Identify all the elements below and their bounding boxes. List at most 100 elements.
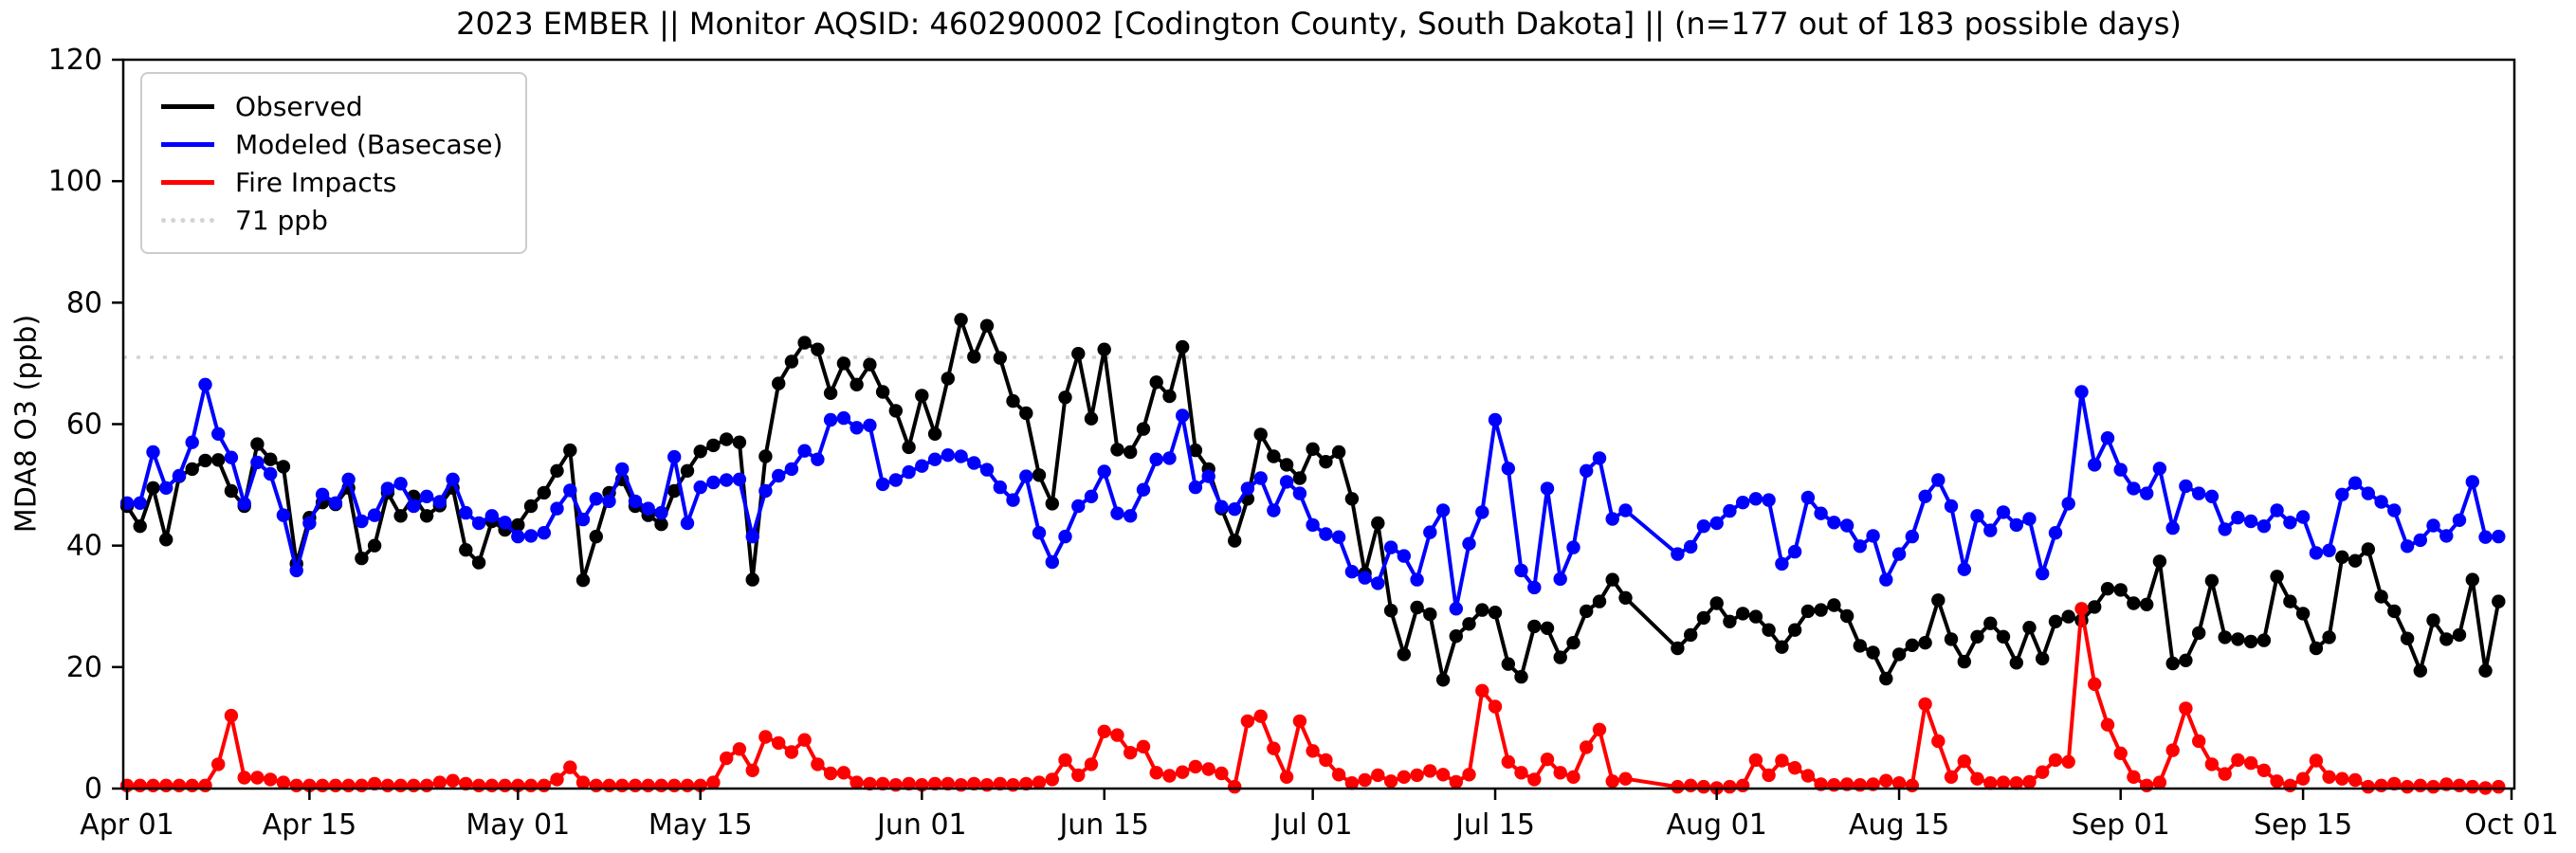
modeled-marker <box>1162 451 1177 465</box>
fire-marker <box>2374 778 2388 792</box>
modeled-marker <box>276 508 291 522</box>
observed-marker <box>1775 640 1789 654</box>
observed-marker <box>1110 443 1124 457</box>
fire-marker <box>2361 779 2375 794</box>
modeled-marker <box>2152 462 2167 476</box>
fire-marker <box>641 778 655 792</box>
modeled-marker <box>1762 493 1776 507</box>
fire-marker <box>902 776 916 791</box>
modeled-marker <box>1970 509 1984 523</box>
observed-marker <box>523 499 539 514</box>
observed-marker <box>680 463 695 478</box>
observed-marker <box>1124 445 1138 460</box>
modeled-marker <box>1240 481 1255 496</box>
modeled-marker <box>1136 482 1151 497</box>
observed-marker <box>758 449 773 463</box>
modeled-marker <box>1996 505 2011 519</box>
modeled-marker <box>484 509 499 523</box>
modeled-marker <box>811 452 825 466</box>
modeled-marker <box>367 508 382 522</box>
observed-marker <box>745 572 759 587</box>
fire-marker <box>2400 779 2415 794</box>
observed-marker <box>2192 626 2206 641</box>
observed-marker <box>1983 616 1998 630</box>
fire-marker <box>2295 771 2311 786</box>
observed-marker <box>2100 582 2115 596</box>
observed-marker <box>1879 671 1893 686</box>
fire-marker <box>459 776 473 791</box>
observed-marker <box>915 389 929 403</box>
modeled-marker <box>1032 526 1047 540</box>
fire-marker <box>1228 779 1242 794</box>
modeled-marker <box>2074 385 2089 399</box>
observed-marker <box>2088 600 2102 614</box>
fire-marker <box>1306 744 1320 758</box>
modeled-marker <box>823 412 838 427</box>
observed-marker <box>654 517 668 532</box>
modeled-marker <box>1475 505 1489 519</box>
fire-marker <box>1344 776 1360 790</box>
legend-item-fire: Fire Impacts <box>161 163 506 201</box>
modeled-marker <box>133 496 147 510</box>
modeled-marker <box>641 501 655 516</box>
fire-marker <box>2048 753 2063 768</box>
fire-marker <box>1410 768 1424 783</box>
fire-marker <box>927 776 942 791</box>
modeled-marker <box>2036 566 2050 581</box>
fire-marker <box>315 778 330 792</box>
observed-marker <box>1019 406 1033 421</box>
modeled-marker <box>1110 506 1124 520</box>
observed-marker <box>185 462 199 477</box>
fire-marker <box>1944 770 1959 784</box>
observed-marker <box>2400 631 2415 645</box>
modeled-marker <box>1736 496 1750 510</box>
fire-marker <box>2283 778 2297 792</box>
modeled-marker <box>407 499 421 514</box>
modeled-marker <box>1983 523 1998 537</box>
observed-marker <box>693 445 707 459</box>
fire-marker <box>1488 699 1503 714</box>
modeled-marker <box>745 529 759 544</box>
observed-marker <box>1306 442 1320 456</box>
observed-marker <box>589 529 603 544</box>
modeled-marker <box>1383 540 1398 554</box>
fire-marker <box>1188 759 1203 774</box>
observed-marker <box>2152 554 2167 569</box>
observed-marker <box>575 573 591 588</box>
fire-marker <box>2348 772 2363 788</box>
observed-marker <box>2022 621 2037 635</box>
fire-marker <box>1996 775 2011 789</box>
fire-marker <box>993 776 1008 791</box>
modeled-marker <box>2413 533 2427 548</box>
fire-marker <box>1736 778 1750 792</box>
modeled-marker <box>1605 512 1619 526</box>
observed-marker <box>954 313 968 327</box>
observed-marker <box>2218 630 2232 644</box>
modeled-marker <box>2361 486 2375 500</box>
fire-marker <box>1149 766 1163 780</box>
fire-marker <box>1058 753 1072 768</box>
modeled-marker <box>2400 539 2415 554</box>
fire-marker <box>1618 771 1633 786</box>
fire-marker <box>1319 753 1333 768</box>
legend-label-modeled: Modeled (Basecase) <box>235 128 503 160</box>
x-tick-label: May 15 <box>649 808 753 842</box>
observed-marker <box>2009 656 2023 670</box>
x-tick-label: Aug 15 <box>1849 808 1949 842</box>
modeled-marker <box>250 455 265 470</box>
observed-marker <box>720 432 734 446</box>
observed-marker <box>1996 629 2011 644</box>
observed-marker <box>1292 471 1307 485</box>
fire-marker <box>1201 762 1215 776</box>
modeled-marker <box>1344 565 1360 579</box>
modeled-marker <box>979 463 995 477</box>
observed-marker <box>2165 656 2180 671</box>
modeled-marker <box>1814 506 1828 520</box>
fire-marker <box>1331 768 1346 782</box>
modeled-marker <box>2309 546 2324 560</box>
legend-label-observed: Observed <box>235 90 363 122</box>
fire-marker <box>745 763 759 777</box>
fire-marker <box>2127 770 2141 784</box>
fire-marker <box>550 772 564 787</box>
observed-marker <box>2204 573 2220 588</box>
